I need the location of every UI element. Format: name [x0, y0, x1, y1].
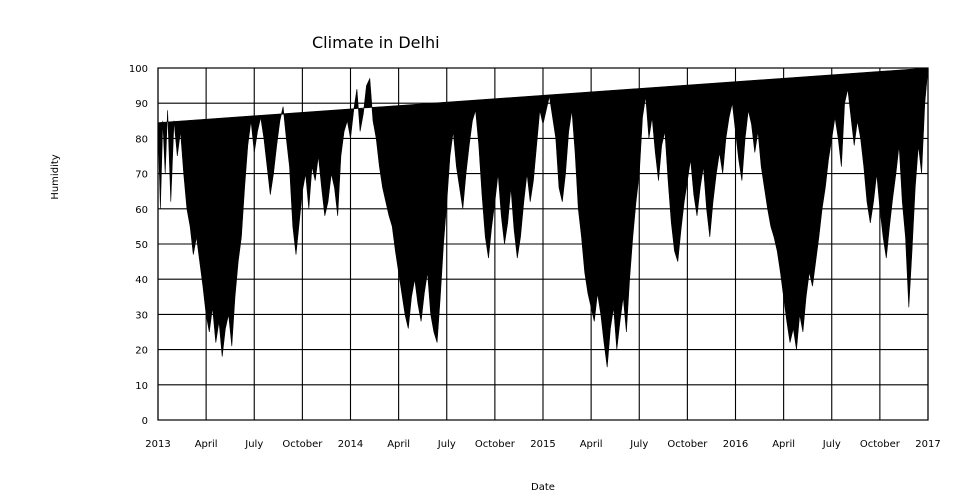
x-tick-label: 2013: [145, 439, 170, 450]
y-tick-label: 20: [135, 346, 148, 357]
x-axis-ticks: 2013 April July October 2014 April July October…: [145, 439, 940, 450]
x-tick-label: July: [437, 439, 456, 450]
x-tick-label: July: [822, 439, 841, 450]
x-tick-label: April: [387, 439, 410, 450]
x-tick-label: 2017: [915, 439, 940, 450]
y-tick-label: 0: [142, 416, 148, 427]
x-tick-label: October: [667, 439, 708, 450]
y-tick-label: 80: [135, 134, 148, 145]
y-axis-ticks: 0 10 20 30 40 50 60 70 80 90 100: [129, 64, 148, 427]
y-tick-label: 90: [135, 99, 148, 110]
x-tick-label: 2015: [530, 439, 555, 450]
humidity-area: [157, 67, 929, 368]
x-tick-label: October: [860, 439, 901, 450]
x-tick-label: October: [475, 439, 516, 450]
x-axis-label: Date: [531, 482, 555, 493]
x-tick-label: October: [282, 439, 323, 450]
y-tick-label: 100: [129, 64, 148, 75]
y-axis-label: Humidity: [50, 154, 61, 199]
plot-frame: [157, 67, 929, 421]
y-tick-label: 10: [135, 381, 148, 392]
y-tick-label: 30: [135, 310, 148, 321]
x-tick-label: 2016: [723, 439, 748, 450]
x-tick-label: July: [244, 439, 263, 450]
x-tick-label: April: [772, 439, 795, 450]
y-tick-label: 40: [135, 275, 148, 286]
y-tick-label: 70: [135, 170, 148, 181]
x-tick-label: 2014: [338, 439, 363, 450]
y-tick-label: 50: [135, 240, 148, 251]
x-tick-label: July: [629, 439, 648, 450]
x-tick-label: April: [580, 439, 603, 450]
chart-title: Climate in Delhi: [312, 33, 440, 52]
x-tick-label: April: [195, 439, 218, 450]
y-tick-label: 60: [135, 205, 148, 216]
